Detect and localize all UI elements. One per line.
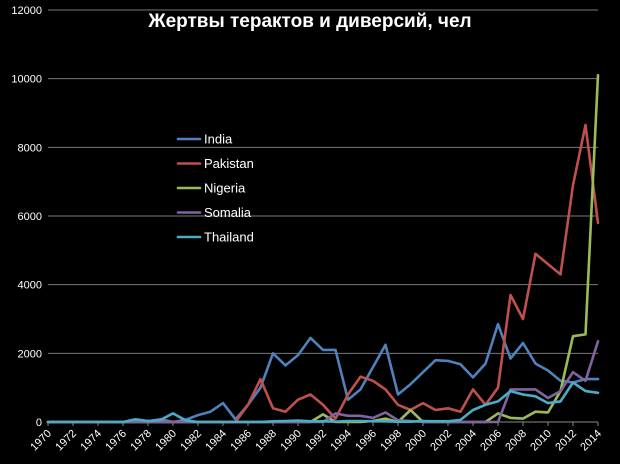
y-tick-label: 10000 [11,74,42,86]
legend: India Pakistan Nigeria Somalia Thailand [176,132,254,245]
grid-layer [48,9,598,354]
y-tick-label: 4000 [18,280,42,292]
y-tick-label: 6000 [18,211,42,223]
y-axis-ticks: 0 2000 4000 6000 8000 10000 12000 [11,5,42,429]
series-line-thailand [46,381,600,424]
chart-title: Жертвы терактов и диверсий, чел [147,11,471,32]
y-tick-label: 2000 [18,348,42,360]
y-tick-label: 8000 [18,142,42,154]
y-tick-label: 12000 [11,5,42,17]
series-layer [46,73,600,424]
y-tick-label: 0 [36,417,42,429]
legend-label-nigeria: Nigeria [204,181,246,196]
legend-label-pakistan: Pakistan [204,156,254,171]
legend-label-thailand: Thailand [204,230,254,245]
legend-label-india: India [204,132,233,147]
legend-label-somalia: Somalia [204,205,252,220]
